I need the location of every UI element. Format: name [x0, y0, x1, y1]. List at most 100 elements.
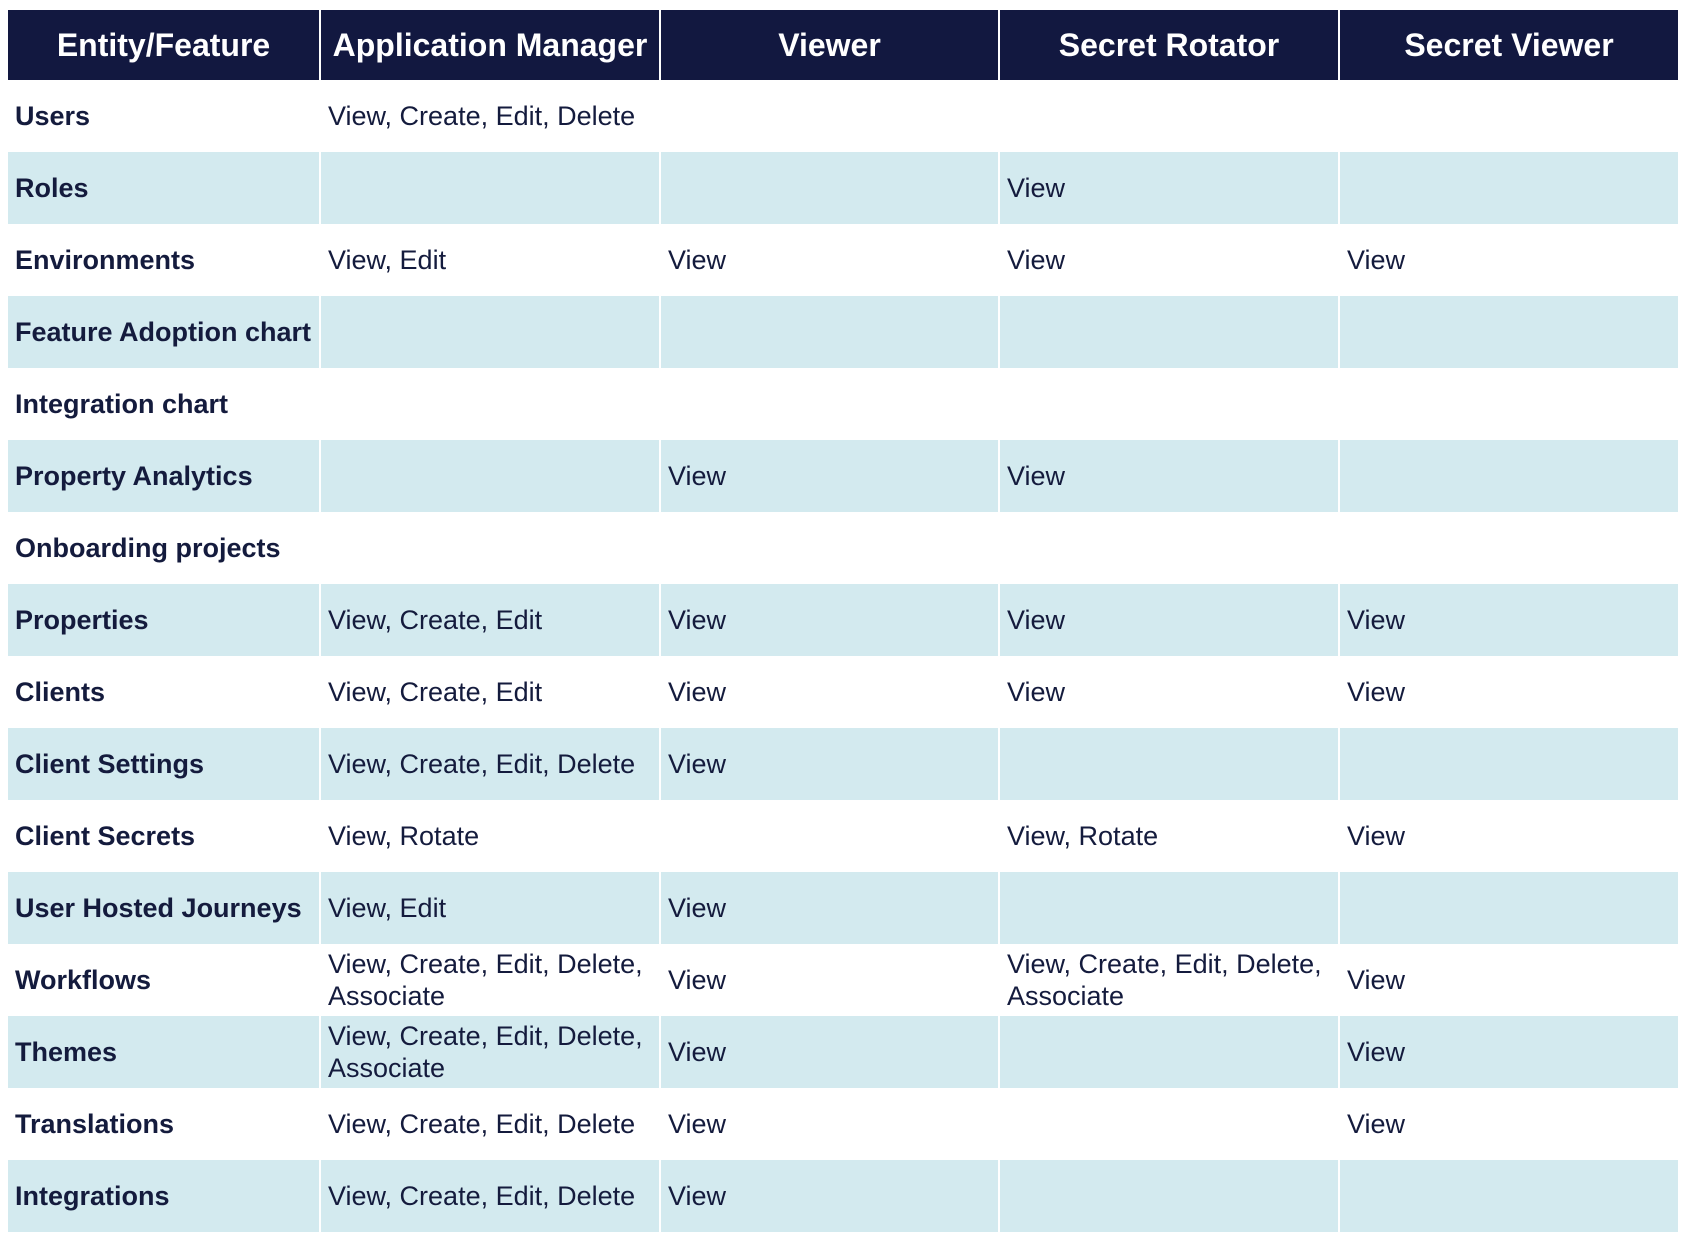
- application-manager-cell: [319, 296, 660, 368]
- header-secret-rotator: Secret Rotator: [998, 10, 1339, 80]
- secret-rotator-cell: [998, 1016, 1339, 1088]
- permissions-table-container: Entity/Feature Application Manager Viewe…: [8, 10, 1678, 1232]
- table-row: Client Secrets View, Rotate View, Rotate Vi…: [8, 800, 1678, 872]
- table-row: Feature Adoption chart: [8, 296, 1678, 368]
- application-manager-cell: [319, 152, 660, 224]
- application-manager-cell: [319, 440, 660, 512]
- application-manager-cell: View, Create, Edit, Delete, Associate: [319, 944, 660, 1016]
- viewer-cell: View: [659, 1160, 999, 1232]
- secret-rotator-cell: View: [998, 656, 1339, 728]
- application-manager-cell: View, Create, Edit: [319, 656, 660, 728]
- table-body: Users View, Create, Edit, Delete Roles View…: [8, 80, 1678, 1232]
- table-row: Property Analytics View View: [8, 440, 1678, 512]
- secret-viewer-cell: View: [1338, 584, 1678, 656]
- secret-rotator-cell: View: [998, 440, 1339, 512]
- entity-cell: Environments: [8, 224, 320, 296]
- secret-rotator-cell: [998, 368, 1339, 440]
- viewer-cell: View: [659, 584, 999, 656]
- secret-rotator-cell: View, Create, Edit, Delete, Associate: [998, 944, 1339, 1016]
- secret-viewer-cell: [1338, 440, 1678, 512]
- secret-viewer-cell: [1338, 728, 1678, 800]
- header-row: Entity/Feature Application Manager Viewe…: [8, 10, 1678, 80]
- secret-rotator-cell: View, Rotate: [998, 800, 1339, 872]
- entity-cell: Clients: [8, 656, 320, 728]
- secret-viewer-cell: View: [1338, 800, 1678, 872]
- entity-cell: Integration chart: [8, 368, 320, 440]
- entity-cell: Workflows: [8, 944, 320, 1016]
- application-manager-cell: View, Rotate: [319, 800, 660, 872]
- application-manager-cell: View, Create, Edit, Delete: [319, 80, 660, 152]
- secret-viewer-cell: View: [1338, 1088, 1678, 1160]
- application-manager-cell: View, Edit: [319, 224, 660, 296]
- application-manager-cell: View, Create, Edit, Delete: [319, 728, 660, 800]
- secret-rotator-cell: [998, 512, 1339, 584]
- secret-viewer-cell: [1338, 152, 1678, 224]
- application-manager-cell: [319, 512, 660, 584]
- header-application-manager: Application Manager: [319, 10, 660, 80]
- table-row: Integrations View, Create, Edit, Delete Vi…: [8, 1160, 1678, 1232]
- table-row: Integration chart: [8, 368, 1678, 440]
- viewer-cell: View: [659, 1016, 999, 1088]
- secret-rotator-cell: [998, 728, 1339, 800]
- viewer-cell: View: [659, 656, 999, 728]
- table-row: Translations View, Create, Edit, Delete Vi…: [8, 1088, 1678, 1160]
- entity-cell: Property Analytics: [8, 440, 320, 512]
- table-row: Users View, Create, Edit, Delete: [8, 80, 1678, 152]
- secret-viewer-cell: [1338, 296, 1678, 368]
- viewer-cell: [659, 296, 999, 368]
- viewer-cell: View: [659, 872, 999, 944]
- secret-viewer-cell: [1338, 80, 1678, 152]
- entity-cell: Roles: [8, 152, 320, 224]
- viewer-cell: View: [659, 944, 999, 1016]
- entity-cell: Feature Adoption chart: [8, 296, 320, 368]
- application-manager-cell: View, Create, Edit, Delete: [319, 1160, 660, 1232]
- viewer-cell: [659, 368, 999, 440]
- entity-cell: Properties: [8, 584, 320, 656]
- secret-viewer-cell: [1338, 512, 1678, 584]
- secret-rotator-cell: View: [998, 584, 1339, 656]
- entity-cell: Themes: [8, 1016, 320, 1088]
- secret-rotator-cell: [998, 1088, 1339, 1160]
- secret-rotator-cell: View: [998, 152, 1339, 224]
- entity-cell: Users: [8, 80, 320, 152]
- viewer-cell: [659, 512, 999, 584]
- secret-rotator-cell: [998, 1160, 1339, 1232]
- secret-viewer-cell: View: [1338, 944, 1678, 1016]
- header-entity-feature: Entity/Feature: [8, 10, 320, 80]
- secret-viewer-cell: View: [1338, 1016, 1678, 1088]
- secret-viewer-cell: View: [1338, 656, 1678, 728]
- application-manager-cell: View, Create, Edit: [319, 584, 660, 656]
- entity-cell: Onboarding projects: [8, 512, 320, 584]
- entity-cell: Integrations: [8, 1160, 320, 1232]
- application-manager-cell: [319, 368, 660, 440]
- secret-rotator-cell: View: [998, 224, 1339, 296]
- table-row: Onboarding projects: [8, 512, 1678, 584]
- secret-viewer-cell: [1338, 1160, 1678, 1232]
- viewer-cell: [659, 80, 999, 152]
- viewer-cell: View: [659, 728, 999, 800]
- header-viewer: Viewer: [659, 10, 999, 80]
- viewer-cell: [659, 152, 999, 224]
- application-manager-cell: View, Create, Edit, Delete, Associate: [319, 1016, 660, 1088]
- secret-viewer-cell: [1338, 872, 1678, 944]
- secret-viewer-cell: View: [1338, 224, 1678, 296]
- secret-rotator-cell: [998, 296, 1339, 368]
- viewer-cell: View: [659, 440, 999, 512]
- viewer-cell: View: [659, 1088, 999, 1160]
- table-row: Clients View, Create, Edit View View View: [8, 656, 1678, 728]
- table-row: Roles View: [8, 152, 1678, 224]
- table-row: Workflows View, Create, Edit, Delete, Ass…: [8, 944, 1678, 1016]
- application-manager-cell: View, Edit: [319, 872, 660, 944]
- permissions-table: Entity/Feature Application Manager Viewe…: [8, 10, 1678, 1232]
- entity-cell: Client Secrets: [8, 800, 320, 872]
- table-row: Client Settings View, Create, Edit, Delet…: [8, 728, 1678, 800]
- entity-cell: Client Settings: [8, 728, 320, 800]
- secret-rotator-cell: [998, 80, 1339, 152]
- table-row: Themes View, Create, Edit, Delete, Associ…: [8, 1016, 1678, 1088]
- application-manager-cell: View, Create, Edit, Delete: [319, 1088, 660, 1160]
- viewer-cell: [659, 800, 999, 872]
- secret-rotator-cell: [998, 872, 1339, 944]
- table-row: Environments View, Edit View View View: [8, 224, 1678, 296]
- viewer-cell: View: [659, 224, 999, 296]
- header-secret-viewer: Secret Viewer: [1338, 10, 1678, 80]
